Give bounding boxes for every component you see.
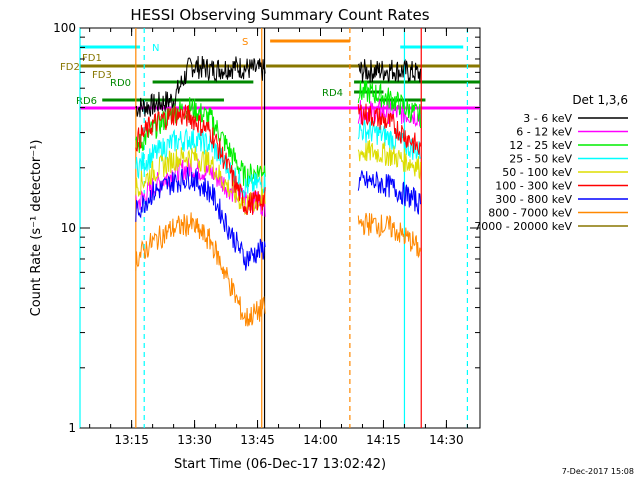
- legend-label: 100 - 300 keV: [495, 180, 572, 193]
- x-tick-label: 14:00: [303, 433, 338, 447]
- flag-label: N: [152, 43, 159, 54]
- x-tick-label: 13:45: [240, 433, 275, 447]
- y-tick-label: 100: [53, 21, 76, 35]
- y-tick-label: 10: [61, 221, 76, 235]
- series-layer: [135, 55, 421, 327]
- flag-label: S: [242, 37, 248, 48]
- axes: 13:15 13:30 13:45 14:00 14:15 14:30 1 10 100: [53, 21, 480, 447]
- y-tick-label: 1: [68, 421, 76, 435]
- flag-label: FD2: [60, 62, 80, 73]
- legend-label: 800 - 7000 keV: [488, 207, 572, 220]
- footer-timestamp: 7-Dec-2017 15:08: [562, 467, 634, 476]
- x-tick-label: 13:30: [177, 433, 212, 447]
- series-line-5: [135, 103, 421, 215]
- legend-label: 3 - 6 keV: [523, 112, 572, 125]
- x-tick-label: 14:30: [429, 433, 464, 447]
- series-line-4: [135, 140, 421, 216]
- legend-label: 25 - 50 keV: [509, 153, 572, 166]
- x-tick-label: 13:15: [114, 433, 149, 447]
- series-line-0: [135, 55, 421, 118]
- flag-label: FD1: [82, 53, 102, 64]
- series-line-3: [135, 120, 421, 198]
- legend-label: 6 - 12 keV: [516, 126, 572, 139]
- flag-label: RD4: [322, 88, 343, 99]
- x-tick-label: 14:15: [366, 433, 401, 447]
- series-line-6: [135, 167, 421, 271]
- flag-label: RD6: [76, 96, 97, 107]
- legend-title: Det 1,3,6: [572, 93, 628, 107]
- flag-label: FD3: [92, 70, 112, 81]
- x-axis-label: Start Time (06-Dec-17 13:02:42): [174, 457, 386, 472]
- flag-label: RD0: [110, 78, 131, 89]
- chart-title: HESSI Observing Summary Count Rates: [130, 6, 429, 24]
- legend-label: 12 - 25 keV: [509, 139, 572, 152]
- y-axis-label: Count Rate (s⁻¹ detector⁻¹): [29, 140, 44, 317]
- legend-label: 50 - 100 keV: [502, 166, 572, 179]
- plot-frame: [79, 27, 481, 429]
- legend-label: 7000 - 20000 keV: [474, 220, 572, 233]
- legend-label: 300 - 800 keV: [495, 193, 572, 206]
- series-line-7: [135, 212, 421, 327]
